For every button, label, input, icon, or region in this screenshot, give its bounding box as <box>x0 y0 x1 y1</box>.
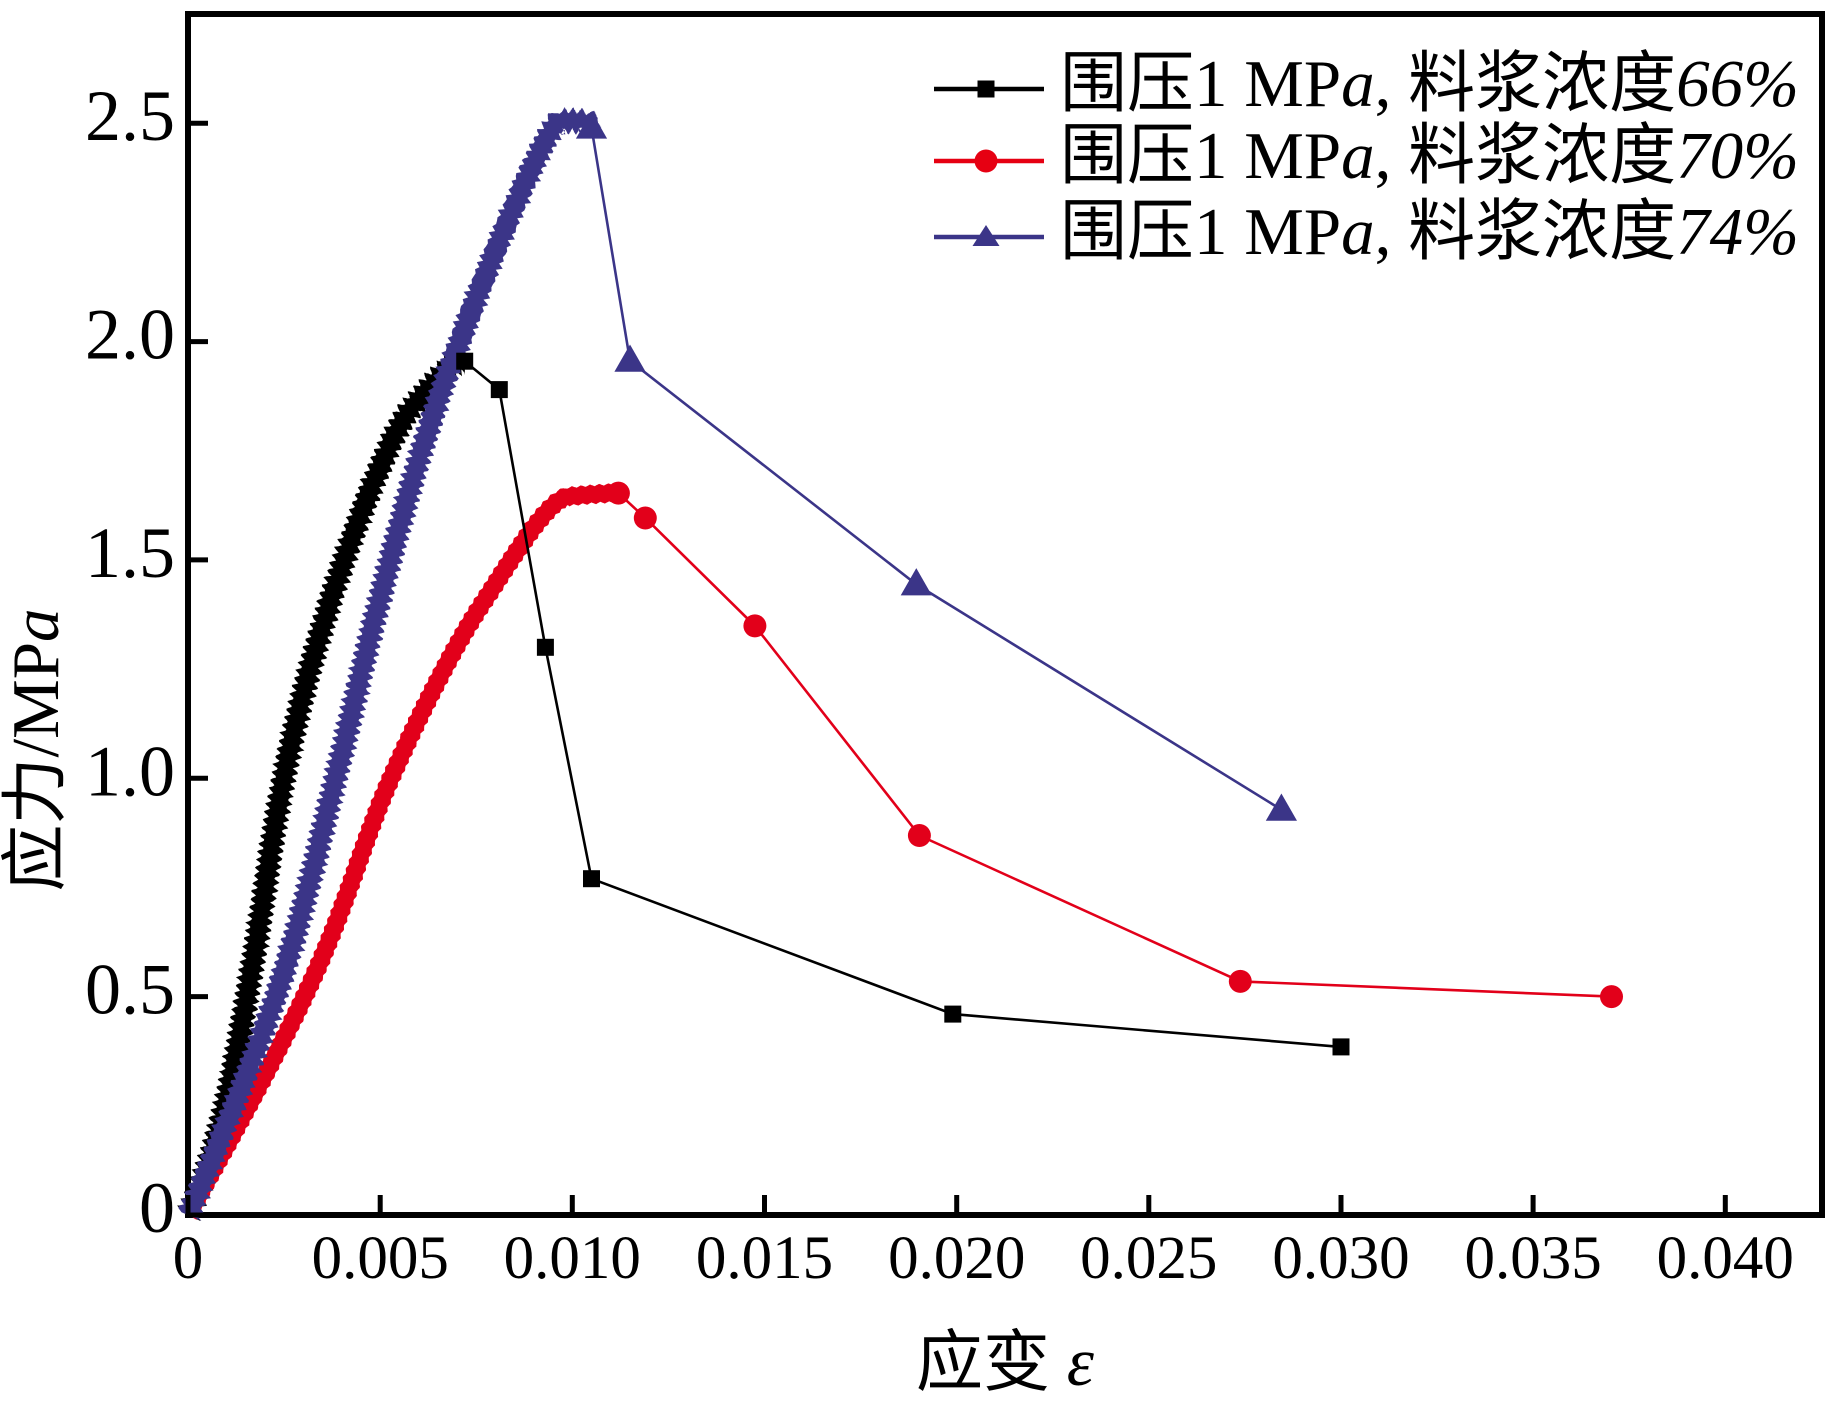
svg-text:0.010: 0.010 <box>504 1225 641 1292</box>
svg-text:应力/MPa: 应力/MPa <box>0 609 73 892</box>
svg-text:0.015: 0.015 <box>696 1225 833 1292</box>
svg-text:应变 ε: 应变 ε <box>916 1324 1095 1400</box>
svg-text:2.0: 2.0 <box>85 295 175 375</box>
svg-text:0: 0 <box>173 1225 204 1292</box>
svg-text:2.5: 2.5 <box>85 76 175 156</box>
svg-text:1.0: 1.0 <box>85 731 175 811</box>
svg-text:围压1 MPa, 料浆浓度74%: 围压1 MPa, 料浆浓度74% <box>1060 195 1799 269</box>
svg-text:围压1 MPa, 料浆浓度70%: 围压1 MPa, 料浆浓度70% <box>1060 119 1799 193</box>
svg-text:0.030: 0.030 <box>1272 1225 1409 1292</box>
svg-text:0.5: 0.5 <box>85 950 175 1030</box>
svg-text:0.020: 0.020 <box>888 1225 1025 1292</box>
svg-text:0.025: 0.025 <box>1080 1225 1217 1292</box>
svg-text:0: 0 <box>139 1168 175 1248</box>
svg-text:围压1 MPa, 料浆浓度66%: 围压1 MPa, 料浆浓度66% <box>1060 47 1799 121</box>
svg-text:1.5: 1.5 <box>85 513 175 593</box>
svg-text:0.035: 0.035 <box>1464 1225 1601 1292</box>
svg-text:0.040: 0.040 <box>1657 1225 1794 1292</box>
svg-text:0.005: 0.005 <box>312 1225 449 1292</box>
